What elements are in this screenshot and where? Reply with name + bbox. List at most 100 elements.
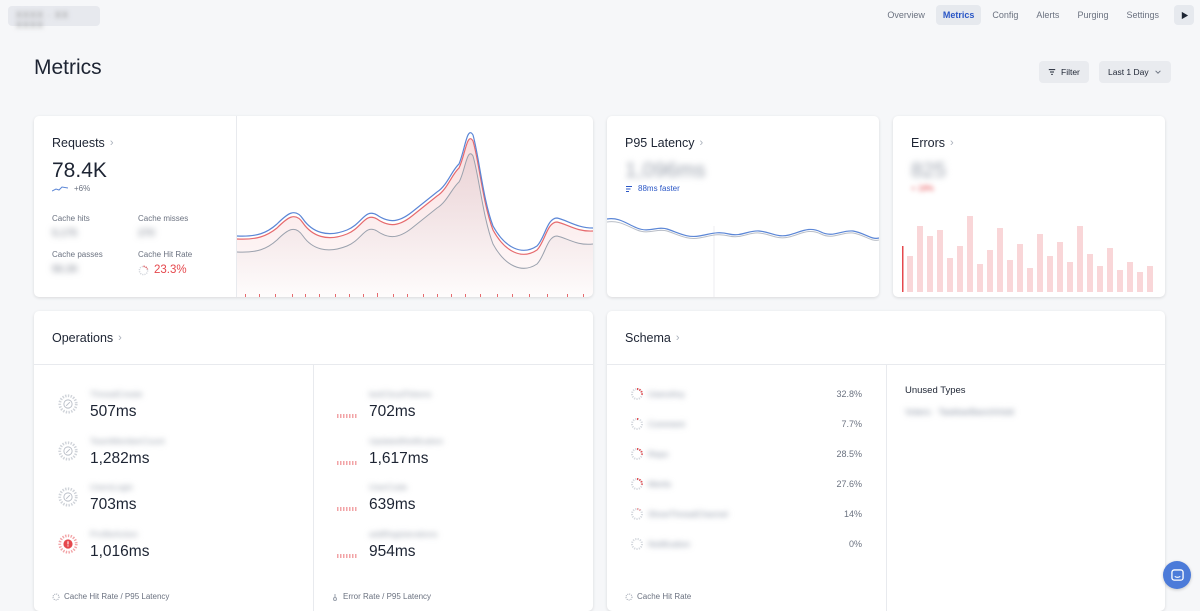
time-range-select[interactable]: Last 1 Day: [1099, 61, 1171, 83]
play-icon: [1181, 11, 1188, 19]
operation-item[interactable]: lastCloudTokens 702ms: [369, 389, 431, 421]
operation-latency: 954ms: [369, 543, 416, 560]
chevron-right-icon: ›: [950, 137, 954, 149]
schema-type-name: Repo: [648, 449, 669, 459]
errors-title-text: Errors: [911, 136, 946, 150]
tab-settings[interactable]: Settings: [1126, 10, 1159, 20]
filter-button[interactable]: Filter: [1039, 61, 1089, 83]
schema-type-row[interactable]: UsersAny 32.8%: [630, 385, 862, 403]
operations-title[interactable]: Operations ›: [52, 331, 122, 345]
schema-title[interactable]: Schema ›: [625, 331, 680, 345]
chat-icon: [1170, 568, 1184, 581]
latency-series-previous: [607, 221, 879, 241]
operation-latency: 507ms: [90, 403, 137, 420]
operation-item[interactable]: TeamMemberCount 1,282ms: [90, 436, 165, 468]
cache-hits-label: Cache hits: [52, 214, 90, 223]
latency-value: 1,096ms: [625, 159, 706, 182]
time-range-label: Last 1 Day: [1108, 67, 1149, 77]
cache-passes-value: 56.2K: [52, 264, 79, 275]
cache-misses-value: 270: [138, 228, 155, 239]
operation-latency: 1,016ms: [90, 543, 150, 560]
schema-type-name: Comment: [648, 419, 685, 429]
operation-name: UsersLogin: [90, 482, 133, 492]
cache-alert-ring-icon: [58, 534, 78, 554]
schema-type-pct: 7.7%: [841, 419, 862, 429]
faster-icon: [626, 185, 632, 192]
operation-item[interactable]: UsersLogin 703ms: [90, 482, 137, 514]
cache-ring-icon: [58, 394, 78, 414]
schema-type-name: Merits: [648, 479, 672, 489]
schema-type-row[interactable]: ShowThreadChannel 14%: [630, 505, 862, 523]
unused-types-title: Unused Types: [905, 385, 966, 396]
unused-types-list: Voters · TaskbarBanchHold: [905, 407, 1014, 417]
usage-ring-icon: [631, 478, 643, 490]
schema-type-pct: 32.8%: [836, 389, 862, 399]
cache-hit-rate-label: Cache Hit Rate: [138, 250, 193, 259]
requests-chart: [237, 132, 593, 297]
operation-item[interactable]: ThreadCreate 507ms: [90, 389, 142, 421]
latency-title[interactable]: P95 Latency ›: [625, 136, 703, 150]
tab-overview[interactable]: Overview: [887, 10, 925, 20]
schema-type-row[interactable]: Notification 0%: [630, 535, 862, 553]
operations-card: Operations ›: [34, 311, 593, 611]
operation-name: TeamMemberCount: [90, 436, 165, 446]
usage-ring-icon: [631, 387, 644, 400]
schema-type-pct: 27.6%: [836, 479, 862, 489]
operation-latency: 702ms: [369, 403, 416, 420]
error-rate-bar-icon: [337, 414, 357, 418]
operation-name: ThreadCreate: [90, 389, 143, 399]
operations-right-legend-text: Error Rate / P95 Latency: [343, 592, 432, 601]
schema-type-row[interactable]: Comment 7.7%: [630, 415, 862, 433]
latency-series: [607, 218, 879, 239]
tab-metrics[interactable]: Metrics: [935, 5, 982, 25]
chevron-down-icon: [1154, 70, 1161, 74]
errors-title[interactable]: Errors ›: [911, 136, 954, 150]
errors-card: Errors › 825 + 18%: [893, 116, 1165, 297]
latency-card: P95 Latency › 1,096ms 88ms faster: [607, 116, 879, 297]
latency-delta-text: 88ms faster: [638, 184, 680, 193]
requests-change-text: +6%: [74, 184, 91, 193]
schema-legend-text: Cache Hit Rate: [637, 592, 692, 601]
filter-label: Filter: [1061, 67, 1080, 77]
cache-ring-icon: [58, 487, 78, 507]
errors-delta: + 18%: [911, 184, 934, 193]
schema-type-name: UsersAny: [648, 389, 685, 399]
operations-title-text: Operations: [52, 331, 114, 345]
operations-column-divider: [313, 364, 314, 611]
thermometer-icon: [333, 593, 337, 601]
schema-type-name: ShowThreadChannel: [648, 509, 728, 519]
operation-item[interactable]: UpdatedNotification 1,617ms: [369, 436, 443, 468]
errors-value: 825: [911, 159, 947, 182]
cache-passes-label: Cache passes: [52, 250, 103, 259]
requests-total: 78.4K: [52, 159, 107, 182]
requests-title[interactable]: Requests ›: [52, 136, 113, 150]
play-button[interactable]: [1174, 5, 1194, 25]
schema-type-row[interactable]: Merits 27.6%: [630, 475, 862, 493]
tab-purging[interactable]: Purging: [1077, 10, 1109, 20]
schema-type-pct: 0%: [848, 539, 862, 549]
requests-error-markers: [245, 293, 584, 297]
errors-bars: [907, 216, 1153, 292]
tab-alerts[interactable]: Alerts: [1036, 10, 1060, 20]
requests-area-red: [237, 138, 593, 297]
operation-item[interactable]: UserCode 639ms: [369, 482, 416, 514]
page-title: Metrics: [34, 56, 102, 79]
operation-item[interactable]: ProfileAction 1,016ms: [90, 529, 149, 561]
requests-card: Requests › 78.4K +6% Cache hits 5,175 Cac…: [34, 116, 593, 297]
operation-name: ProfileAction: [90, 529, 138, 539]
brand-logo[interactable]: XXXX · XX XXXX: [8, 6, 100, 30]
errors-current-marker: [902, 246, 904, 292]
operation-name: UserCode: [369, 482, 408, 492]
chat-launcher-button[interactable]: [1163, 561, 1191, 589]
tab-config[interactable]: Config: [992, 10, 1019, 20]
operation-item[interactable]: addRegisterations 954ms: [369, 529, 438, 561]
requests-change: +6%: [52, 184, 90, 193]
cache-ring-legend-icon: [52, 593, 60, 600]
schema-type-name: Notification: [648, 539, 691, 549]
schema-title-text: Schema: [625, 331, 671, 345]
schema-type-row[interactable]: Repo 28.5%: [630, 445, 862, 463]
latency-title-text: P95 Latency: [625, 136, 695, 150]
main-nav: Overview Metrics Config Alerts Purging S…: [880, 5, 1194, 25]
trend-sparkline-icon: [52, 185, 68, 191]
usage-ring-icon: [631, 538, 643, 550]
